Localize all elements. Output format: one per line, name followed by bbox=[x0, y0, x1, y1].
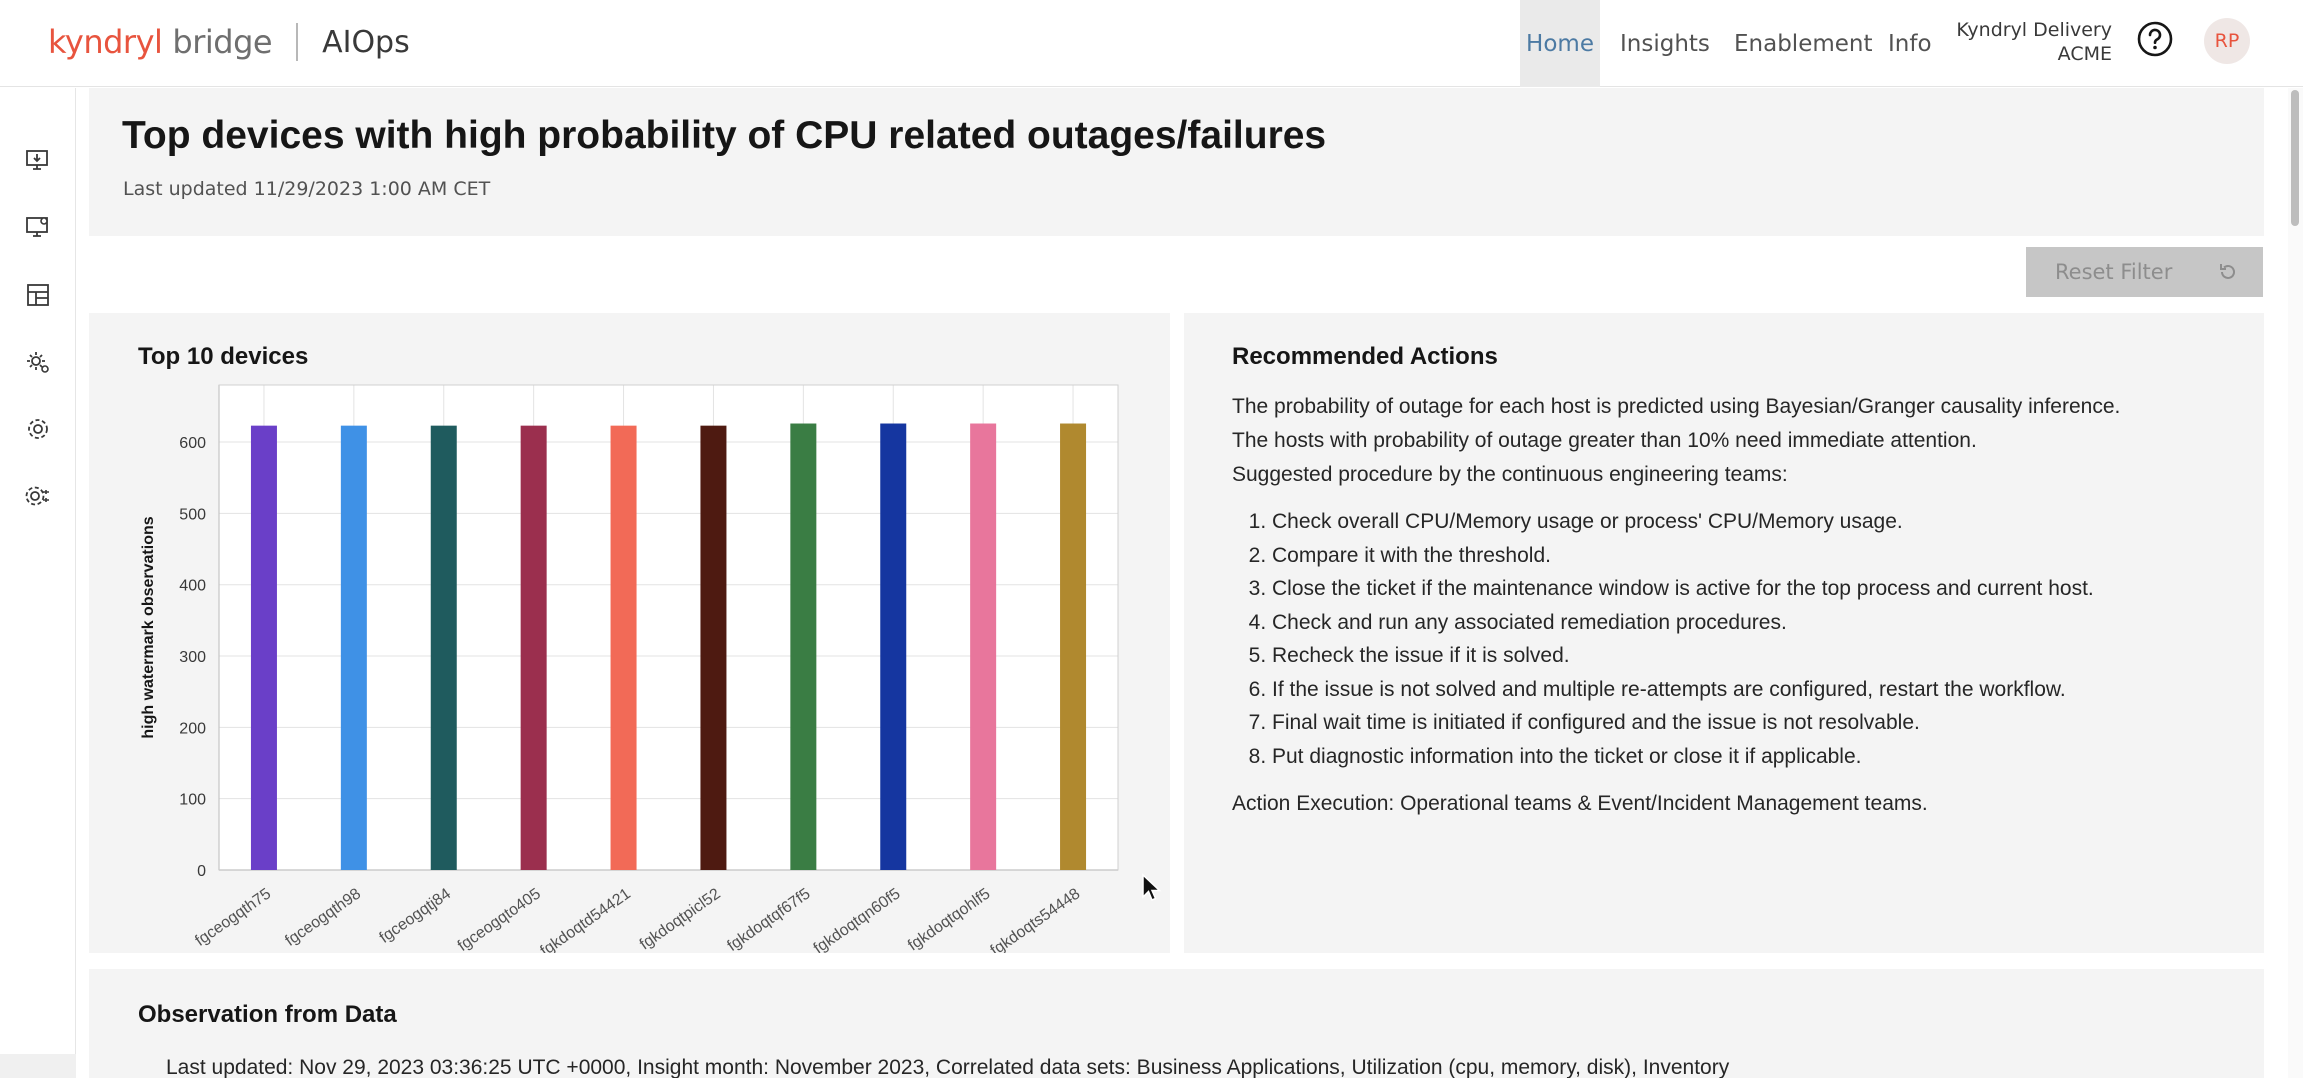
action-step: Check and run any associated remediation… bbox=[1272, 606, 2242, 640]
reset-icon bbox=[2220, 264, 2235, 279]
nav-enablement[interactable]: Enablement bbox=[1734, 30, 1873, 57]
nav-home[interactable]: Home bbox=[1520, 0, 1600, 87]
y-tick-label: 300 bbox=[179, 649, 206, 666]
reset-filter-button[interactable]: Reset Filter bbox=[2026, 247, 2263, 297]
actions-title: Recommended Actions bbox=[1232, 343, 1498, 370]
x-tick-label: fgkdoqtpicl52 bbox=[637, 885, 724, 953]
top-devices-bar-chart: 0 100 200 300 400 500 600 fgceogqth75 fgceogqth9… bbox=[140, 384, 1119, 953]
x-tick-label: fgkdoqtd54421 bbox=[537, 885, 634, 953]
plot-area bbox=[219, 385, 1118, 870]
dashboard-layout-icon[interactable] bbox=[24, 281, 52, 309]
action-step: Recheck the issue if it is solved. bbox=[1272, 639, 2242, 673]
bar-fgkdoqtqn60f5 bbox=[880, 423, 907, 870]
rail-expand-toggle[interactable] bbox=[0, 1054, 76, 1078]
y-tick-label: 0 bbox=[197, 863, 206, 880]
chart-title: Top 10 devices bbox=[138, 343, 309, 370]
action-step: Put diagnostic information into the tick… bbox=[1272, 740, 2242, 774]
brand-bridge: bridge bbox=[172, 23, 273, 61]
main-content: Top devices with high probability of CPU… bbox=[77, 88, 2303, 1078]
brand-kyndryl: kyndryl bbox=[48, 23, 163, 61]
bar-fgkdoqtqohlf5 bbox=[970, 423, 997, 870]
bar-fgceogqth75 bbox=[250, 425, 277, 870]
monitor-settings-icon[interactable] bbox=[24, 213, 52, 241]
bar-fgceogqto405 bbox=[520, 425, 547, 870]
observation-card: Observation from Data bbox=[89, 969, 2264, 1078]
brand-logo[interactable]: kyndryl bridge AIOps bbox=[48, 20, 410, 64]
x-tick-label: fgceogqth98 bbox=[282, 885, 364, 950]
recommended-actions-card: Recommended Actions The probability of o… bbox=[1184, 313, 2264, 953]
bar-fgkdoqtqf67f5 bbox=[790, 423, 817, 870]
x-tick-label: fgceogqto405 bbox=[455, 885, 544, 953]
bar-fgkdoqtpicl52 bbox=[700, 425, 727, 870]
account-switcher[interactable]: Kyndryl Delivery ACME bbox=[1950, 18, 2112, 66]
top-devices-card: Top 10 devices 0 100 200 300 400 500 600 fgceog… bbox=[89, 313, 1170, 953]
app-name: AIOps bbox=[322, 24, 410, 60]
help-icon[interactable] bbox=[2136, 20, 2174, 58]
reset-filter-label: Reset Filter bbox=[2055, 260, 2173, 284]
y-tick-label: 400 bbox=[179, 578, 206, 595]
settings-adjust-icon[interactable] bbox=[24, 482, 52, 510]
y-tick-label: 500 bbox=[179, 506, 206, 523]
brand-divider bbox=[296, 23, 299, 61]
page-scrollbar[interactable] bbox=[2288, 88, 2303, 1078]
x-tick-label: fgceogqtj84 bbox=[377, 885, 455, 946]
x-tick-label: fgkdoqtqn60f5 bbox=[811, 885, 904, 953]
bar-fgceogqth98 bbox=[340, 425, 367, 870]
scrollbar-thumb[interactable] bbox=[2291, 90, 2299, 226]
settings-icon[interactable] bbox=[24, 415, 52, 443]
action-step: Close the ticket if the maintenance wind… bbox=[1272, 572, 2242, 606]
x-tick-label: fgceogqth75 bbox=[192, 885, 274, 950]
action-step: Final wait time is initiated if configur… bbox=[1272, 706, 2242, 740]
app-header: kyndryl bridge AIOps Home Insights Enabl… bbox=[0, 0, 2303, 87]
x-tick-label: fgkdoqtqf67f5 bbox=[724, 885, 813, 953]
observation-title: Observation from Data bbox=[138, 1001, 397, 1028]
plot-border bbox=[218, 384, 1119, 871]
y-tick-label: 600 bbox=[179, 435, 206, 452]
y-tick-label: 200 bbox=[179, 720, 206, 737]
actions-steps-list: Check overall CPU/Memory usage or proces… bbox=[1272, 505, 2242, 773]
settings-services-icon[interactable] bbox=[24, 348, 52, 376]
mouse-cursor-icon bbox=[1142, 873, 1162, 901]
actions-intro-1: The probability of outage for each host … bbox=[1232, 395, 2121, 418]
action-execution: Action Execution: Operational teams & Ev… bbox=[1232, 792, 1928, 815]
y-tick-label: 100 bbox=[179, 792, 206, 809]
observation-text: Last updated: Nov 29, 2023 03:36:25 UTC … bbox=[166, 1056, 1730, 1078]
actions-intro-2: The hosts with probability of outage gre… bbox=[1232, 429, 1977, 452]
action-step: Check overall CPU/Memory usage or proces… bbox=[1272, 505, 2242, 539]
bar-fgkdoqtd54421 bbox=[610, 425, 637, 870]
x-tick-label: fgkdoqts54448 bbox=[988, 885, 1084, 953]
nav-info[interactable]: Info bbox=[1888, 30, 1932, 57]
account-org: ACME bbox=[2057, 43, 2112, 65]
x-tick-label: fgkdoqtqohlf5 bbox=[905, 885, 994, 953]
actions-intro-3: Suggested procedure by the continuous en… bbox=[1232, 463, 1788, 486]
nav-insights[interactable]: Insights bbox=[1620, 30, 1710, 57]
y-axis-label: high watermark observations bbox=[140, 516, 157, 738]
bar-fgkdoqts54448 bbox=[1060, 423, 1087, 870]
page-header-card: Top devices with high probability of CPU… bbox=[89, 88, 2264, 236]
action-step: Compare it with the threshold. bbox=[1272, 539, 2242, 573]
action-step: If the issue is not solved and multiple … bbox=[1272, 673, 2242, 707]
side-rail bbox=[0, 88, 76, 1078]
bar-fgceogqtj84 bbox=[430, 425, 457, 870]
user-avatar[interactable]: RP bbox=[2204, 18, 2250, 64]
monitor-download-icon[interactable] bbox=[24, 146, 52, 174]
actions-body: The probability of outage for each host … bbox=[1232, 390, 2242, 821]
page-title: Top devices with high probability of CPU… bbox=[122, 114, 1327, 157]
page-last-updated: Last updated 11/29/2023 1:00 AM CET bbox=[123, 178, 491, 200]
account-name: Kyndryl Delivery bbox=[1956, 19, 2112, 41]
